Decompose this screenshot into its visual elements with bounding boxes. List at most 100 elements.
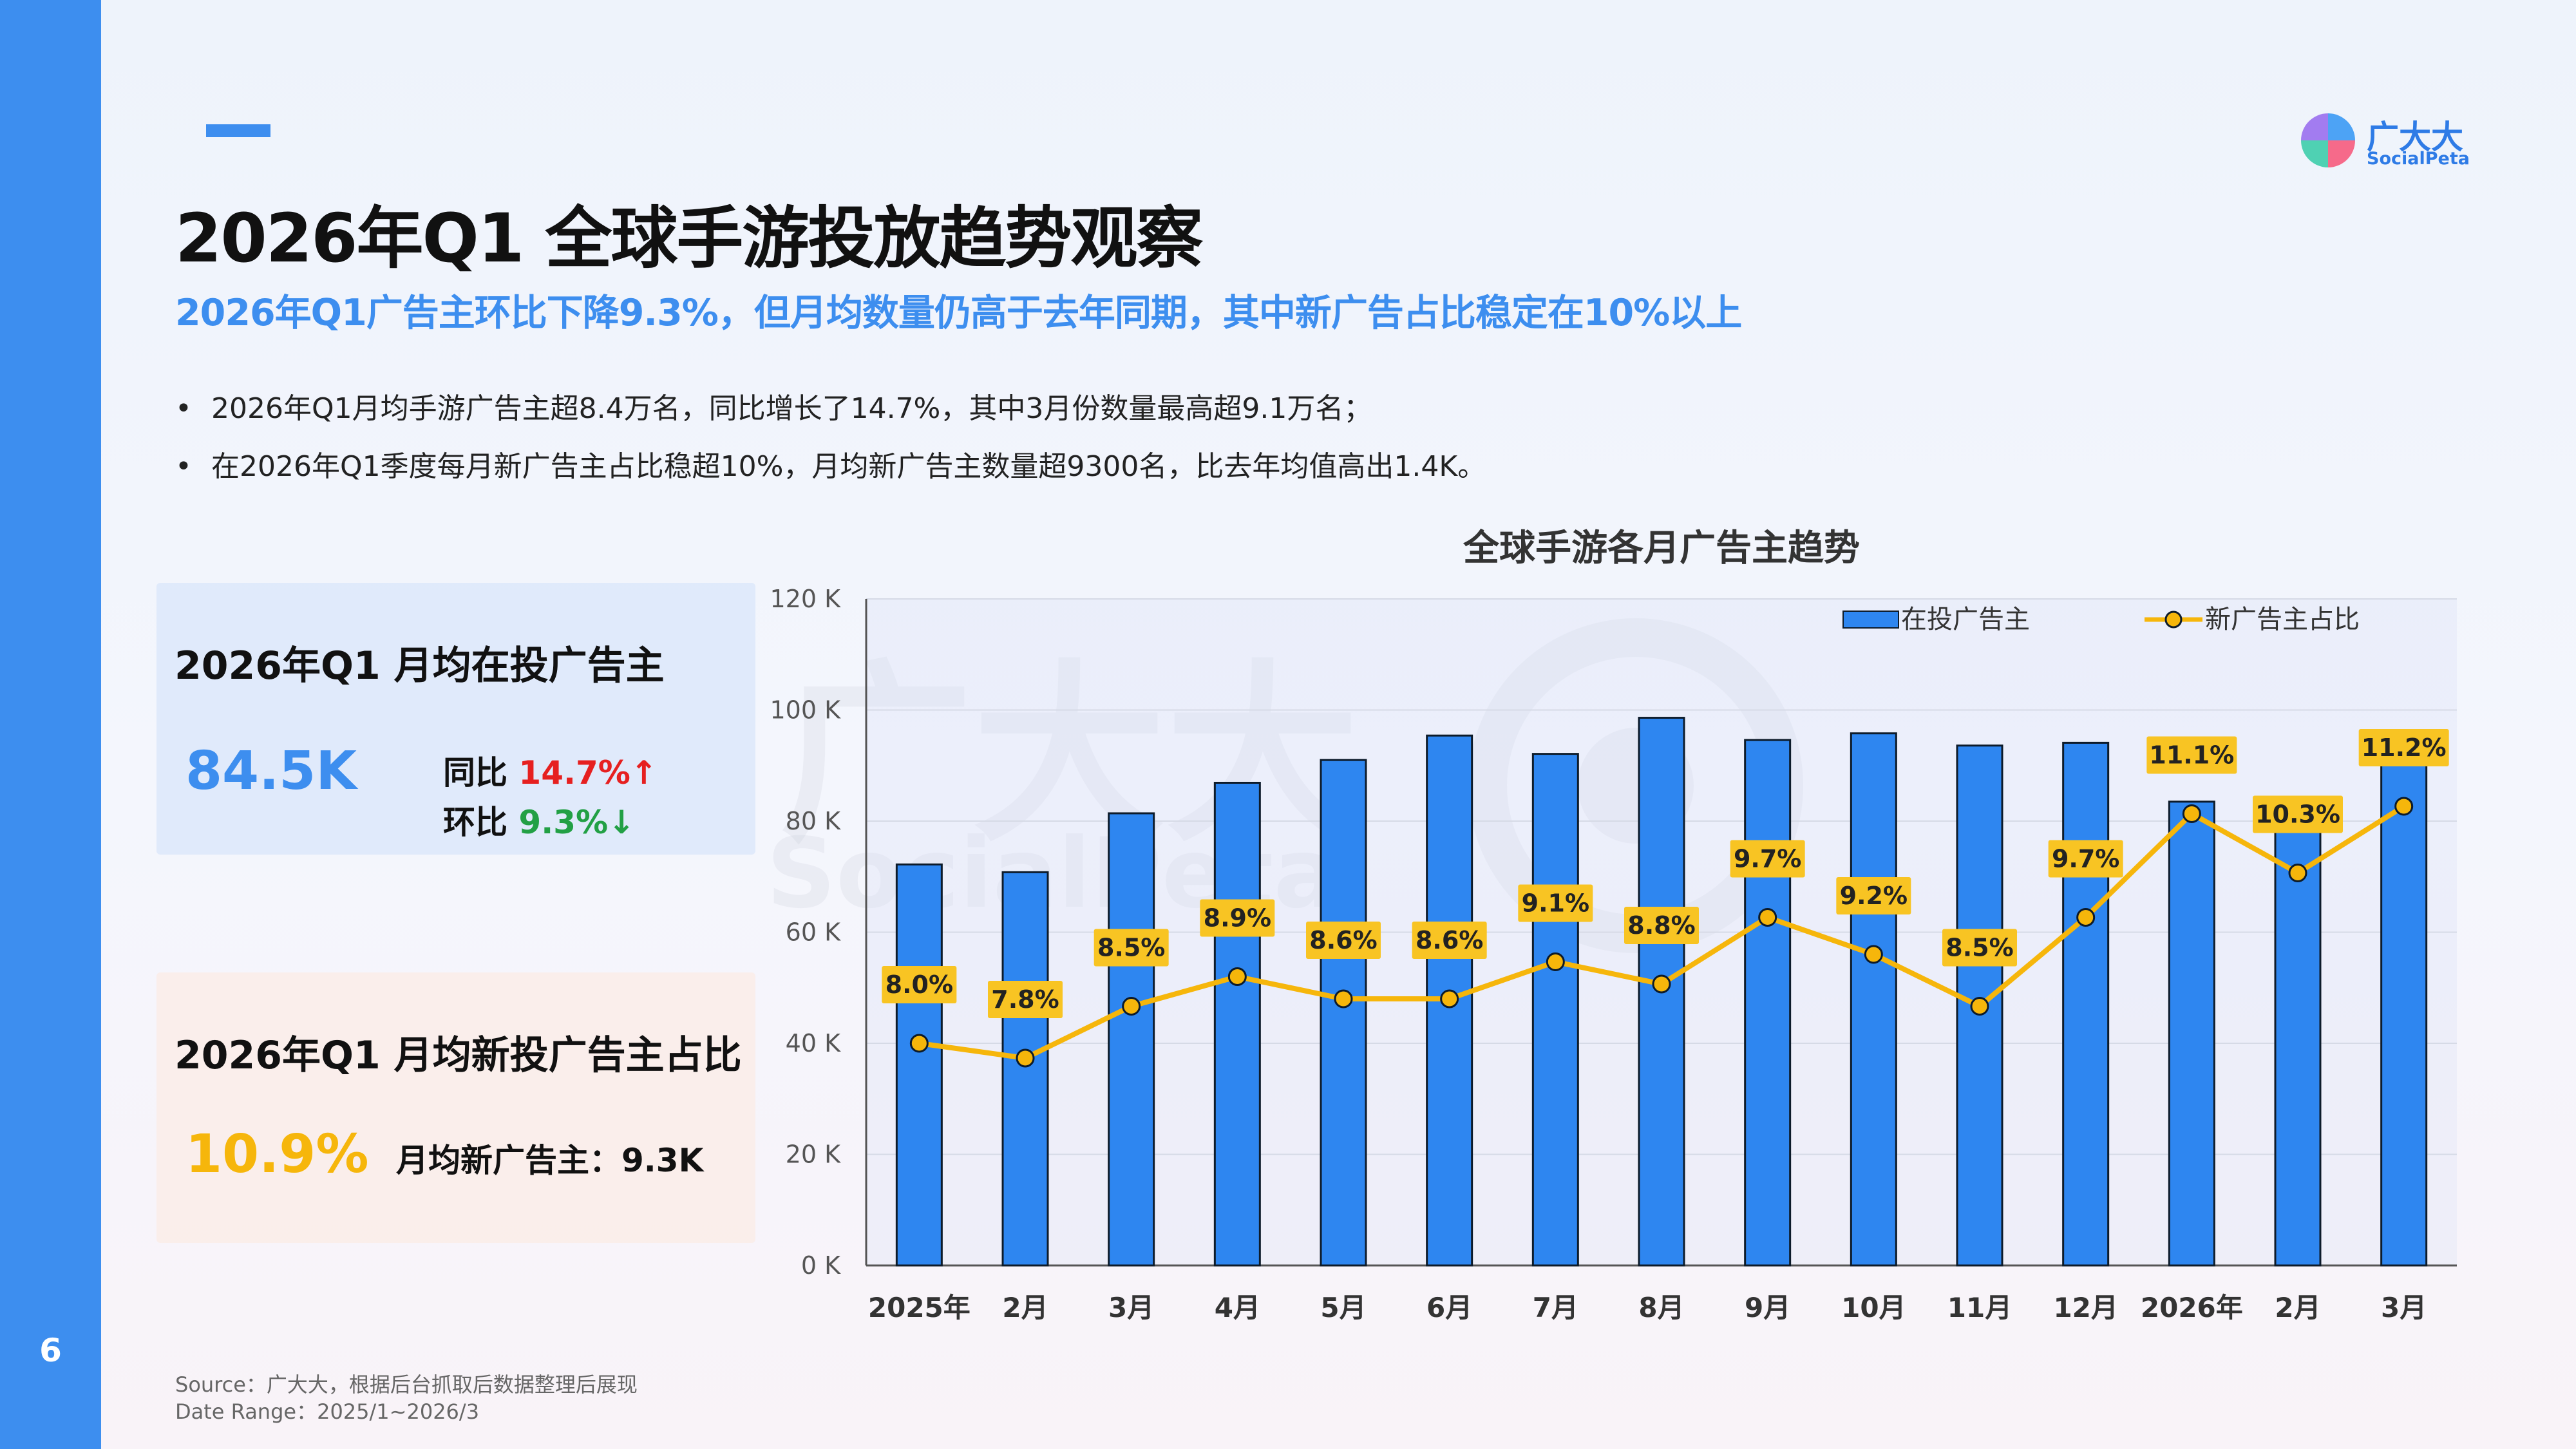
bar-7 [1531, 753, 1579, 1267]
bullet-dot: • [175, 450, 192, 483]
bar-13 [2168, 800, 2215, 1267]
data-label-box [2358, 729, 2449, 766]
x-tick-label: 3月 [1108, 1292, 1154, 1323]
data-label-box [1836, 877, 1911, 914]
data-label-box [2253, 795, 2343, 833]
legend-line-label: 新广告主占比 [2205, 605, 2360, 634]
data-label-box [2146, 736, 2237, 774]
share-point-4 [1227, 967, 1247, 986]
share-point-13 [2182, 804, 2201, 823]
share-point-1 [909, 1034, 929, 1053]
kpi-card-title: 2026年Q1 月均新投广告主占比 [175, 1033, 742, 1078]
data-label: 8.9% [1204, 904, 1271, 933]
data-label-box [1412, 922, 1487, 959]
kpi-yoy-label: 同比 [443, 754, 507, 791]
data-label-box [1624, 907, 1699, 944]
kpi-qoq-value: 9.3%↓ [518, 804, 635, 841]
source-note: Source：广大大，根据后台抓取后数据整理后展现 [175, 1372, 638, 1397]
data-label: 8.0% [886, 971, 953, 999]
y-tick-label: 20 K [786, 1141, 841, 1169]
page-title: 2026年Q1 全球手游投放趋势观察 [175, 199, 1203, 278]
y-tick-label: 80 K [786, 807, 841, 835]
left-accent-bar [0, 0, 101, 1449]
data-label-box [988, 981, 1063, 1018]
logo-name-en: SocialPeta [2367, 149, 2470, 169]
data-label: 8.5% [1097, 934, 1165, 962]
x-tick-label: 6月 [1426, 1292, 1472, 1323]
line-layer [909, 797, 2414, 1068]
page-subtitle: 2026年Q1广告主环比下降9.3%，但月均数量仍高于去年同期，其中新广告占比稳… [175, 292, 1742, 334]
x-tick-label: 2月 [1002, 1292, 1048, 1323]
legend-bar-swatch [1842, 611, 1899, 629]
x-tick-label: 8月 [1638, 1292, 1684, 1323]
x-tick-label: 2026年 [2141, 1292, 2243, 1323]
y-tick-label: 60 K [786, 918, 841, 947]
kpi-card-new-advertiser-share: 2026年Q1 月均新投广告主占比 10.9% 月均新广告主：9.3K [156, 972, 755, 1243]
bar-4 [1213, 781, 1261, 1267]
y-tick-label: 120 K [770, 585, 841, 613]
share-point-11 [1970, 997, 1989, 1016]
legend-bar-label: 在投广告主 [1901, 605, 2030, 634]
bar-1 [895, 863, 943, 1267]
x-tick-label: 2025年 [868, 1292, 971, 1323]
data-label: 11.2% [2362, 734, 2447, 762]
data-label-box [1200, 899, 1275, 937]
data-label-box [2048, 840, 2123, 878]
data-label-box [1518, 884, 1593, 922]
data-label: 9.7% [2052, 845, 2119, 873]
data-label: 9.1% [1522, 889, 1589, 918]
chart-legend: 在投广告主 新广告主占比 [1842, 605, 2360, 634]
legend-line-marker [2164, 611, 2183, 629]
x-tick-label: 12月 [2053, 1292, 2117, 1323]
share-point-3 [1122, 997, 1141, 1016]
kpi-qoq: 环比 9.3%↓ [443, 797, 635, 843]
bullet-text: 在2026年Q1季度每月新广告主占比稳超10%，月均新广告主数量超9300名，比… [211, 450, 1486, 483]
share-point-8 [1652, 974, 1671, 994]
data-label-box [1730, 840, 1805, 878]
brand-logo: 广大大 SocialPeta [2299, 111, 2470, 169]
share-point-6 [1440, 989, 1459, 1009]
share-point-5 [1334, 989, 1353, 1009]
kpi-value: 84.5K [185, 741, 357, 802]
y-tick-label: 40 K [786, 1029, 841, 1057]
share-point-9 [1758, 908, 1777, 927]
kpi-card-active-advertisers: 2026年Q1 月均在投广告主 84.5K 同比 14.7%↑ 环比 9.3%↓ [156, 583, 755, 855]
bar-9 [1744, 739, 1792, 1267]
x-tick-label: 10月 [1841, 1292, 1906, 1323]
data-label: 9.7% [1734, 845, 1801, 873]
share-point-15 [2394, 797, 2414, 816]
data-label: 8.6% [1309, 926, 1377, 954]
bars-layer: 2025年 2月 3月 4月 5月 6月 7月 8月 9月 10月 11月 12月 2026年 2月 3月 [868, 717, 2428, 1323]
y-tick-label: 0 K [801, 1251, 841, 1280]
share-point-7 [1546, 952, 1565, 971]
data-label-box [882, 966, 957, 1003]
labels-layer: 8.0% 7.8% 8.5% 8.9% 8.6% 8.6% 9.1% 8.8% 9.7% 9.2%… [882, 729, 2449, 1018]
data-label-box [1942, 929, 2017, 967]
bar-15 [2380, 757, 2428, 1267]
kpi-yoy-value: 14.7%↑ [518, 754, 658, 791]
y-tick-label: 100 K [770, 696, 841, 724]
logo-icon [2301, 113, 2355, 167]
kpi-value: 10.9% [185, 1124, 369, 1185]
logo-name-cn: 广大大 [2367, 118, 2463, 156]
bullet-item-2: • 在2026年Q1季度每月新广告主占比稳超10%，月均新广告主数量超9300名，… [175, 443, 1486, 484]
share-point-14 [2288, 864, 2307, 882]
data-label: 11.1% [2149, 741, 2234, 770]
bar-5 [1320, 759, 1367, 1267]
x-tick-label: 3月 [2381, 1292, 2427, 1323]
bar-10 [1850, 732, 1897, 1267]
x-tick-label: 5月 [1320, 1292, 1366, 1323]
watermark-brand-cn: 广大大 [779, 599, 1359, 878]
x-tick-label: 2月 [2275, 1292, 2320, 1323]
data-label: 10.3% [2255, 800, 2340, 829]
title-accent-dash [206, 124, 270, 137]
kpi-qoq-label: 环比 [443, 804, 507, 841]
share-point-12 [2076, 908, 2096, 927]
x-tick-label: 4月 [1215, 1292, 1260, 1323]
kpi-note: 月均新广告主：9.3K [396, 1142, 704, 1179]
bar-12 [2062, 741, 2110, 1267]
data-label-box [1306, 922, 1381, 959]
bullet-text: 2026年Q1月均手游广告主超8.4万名，同比增长了14.7%，其中3月份数量最… [211, 392, 1372, 425]
kpi-card-title: 2026年Q1 月均在投广告主 [175, 643, 665, 688]
